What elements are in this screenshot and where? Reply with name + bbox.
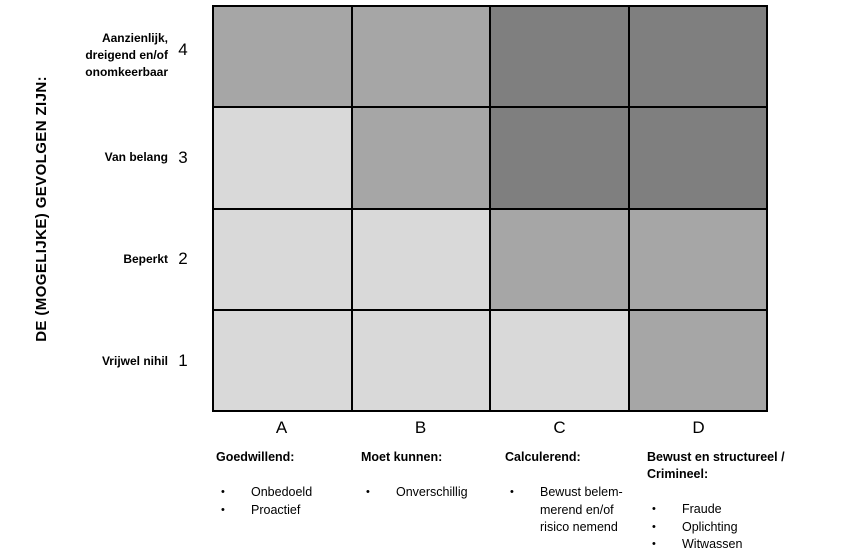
column-description-d: Bewust en structureel / Crimineel: • Frau… xyxy=(629,449,848,554)
matrix-cell xyxy=(629,108,766,208)
row-labels: Aanzienlijk, dreigend en/of onomkeerbaar… xyxy=(0,5,206,412)
row-label-group-3: Van belang 3 xyxy=(0,107,206,209)
matrix-cell xyxy=(214,7,351,107)
bullet-label: Onverschillig xyxy=(396,485,468,499)
bullet-icon: • xyxy=(366,486,370,498)
bullet-item: • Witwassen xyxy=(647,536,848,554)
matrix-cell xyxy=(352,108,489,208)
column-letter-d: D xyxy=(692,418,705,437)
matrix-cell xyxy=(352,209,489,309)
row-label: Vrijwel nihil xyxy=(101,353,168,368)
row-label: Aanzienlijk, dreigend en/of onomkeerbaar xyxy=(85,31,168,80)
row-label: Beperkt xyxy=(123,251,168,266)
bullet-item: • Oplichting xyxy=(647,519,848,537)
matrix-cell xyxy=(214,108,351,208)
column-description-b: Moet kunnen: • Onverschillig xyxy=(351,449,490,554)
row-label-group-4: Aanzienlijk, dreigend en/of onomkeerbaar… xyxy=(0,5,206,107)
column-title: Moet kunnen: xyxy=(361,450,443,464)
bullet-label: Proactief xyxy=(251,502,301,517)
row-label-group-2: Beperkt 2 xyxy=(0,209,206,311)
row-label: Van belang xyxy=(104,150,168,165)
column-description-a: Goedwillend: • Onbedoeld • Proactief xyxy=(212,449,351,554)
column-description-c: Calculerend: • Bewust belem-merend en/of … xyxy=(490,449,629,554)
risk-matrix-grid xyxy=(212,5,768,412)
column-title: Bewust en structureel / Crimineel: xyxy=(647,450,785,481)
column-letter-c: C xyxy=(553,418,566,437)
matrix-cell xyxy=(491,7,628,107)
bullet-list: • Bewust belem-merend en/of risico nemend xyxy=(505,484,629,537)
bullet-item: • Fraude xyxy=(647,501,848,519)
matrix-cell xyxy=(352,7,489,107)
bullet-item: • Bewust belem-merend en/of risico nemend xyxy=(505,484,629,537)
matrix-cell xyxy=(352,310,489,410)
row-number: 3 xyxy=(178,147,188,167)
matrix-cell xyxy=(629,209,766,309)
column-letters: A B C D xyxy=(212,413,768,438)
bullet-list: • Onverschillig xyxy=(361,484,490,502)
row-number: 4 xyxy=(178,40,188,59)
matrix-cell xyxy=(629,7,766,107)
bullet-item: • Proactief xyxy=(216,502,351,520)
matrix-cell xyxy=(214,209,351,309)
bullet-icon: • xyxy=(652,520,656,533)
bullet-label: Onbedoeld xyxy=(251,485,313,499)
row-label-group-1: Vrijwel nihil 1 xyxy=(0,310,206,412)
bullet-icon: • xyxy=(510,486,514,498)
bullet-icon: • xyxy=(652,503,656,515)
column-title: Goedwillend: xyxy=(216,450,295,464)
bullet-label: Witwassen xyxy=(682,537,743,551)
bullet-label: Bewust belem-merend en/of risico nemend xyxy=(540,485,623,534)
bullet-icon: • xyxy=(652,538,656,550)
matrix-cell xyxy=(491,209,628,309)
bullet-icon: • xyxy=(221,486,225,498)
matrix-cell xyxy=(491,108,628,208)
column-letter-b: B xyxy=(414,418,427,437)
bullet-item: • Onbedoeld xyxy=(216,484,351,502)
bullet-icon: • xyxy=(221,503,225,516)
matrix-cell xyxy=(491,310,628,410)
bullet-item: • Onverschillig xyxy=(361,484,490,502)
bullet-list: • Fraude • Oplichting • Witwassen xyxy=(647,501,848,554)
matrix-cell xyxy=(629,310,766,410)
matrix-cell xyxy=(214,310,351,410)
column-title: Calculerend: xyxy=(505,450,581,464)
bullet-label: Oplichting xyxy=(682,519,738,534)
column-descriptions: Goedwillend: • Onbedoeld • Proactief Moet k… xyxy=(212,449,848,554)
row-number: 2 xyxy=(178,249,188,269)
row-number: 1 xyxy=(178,351,188,371)
bullet-label: Fraude xyxy=(682,502,722,516)
column-letter-a: A xyxy=(275,418,288,437)
bullet-list: • Onbedoeld • Proactief xyxy=(216,484,351,519)
